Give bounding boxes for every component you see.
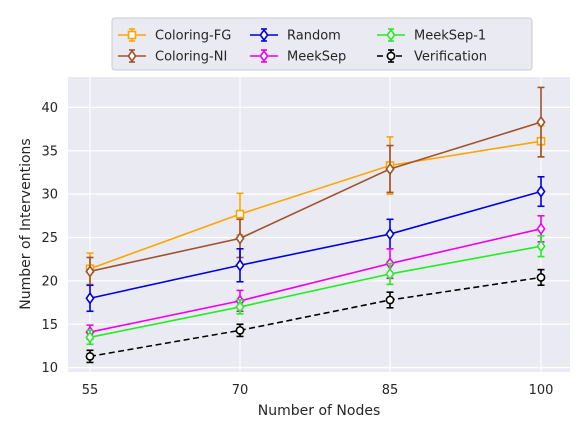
legend-label: Random — [287, 29, 341, 44]
legend-entry: MeekSep — [250, 49, 346, 65]
data-point — [235, 300, 245, 314]
series-line — [89, 245, 542, 339]
tick-labels: 55 70 85 100 10 15 20 25 30 35 40 — [41, 101, 553, 398]
legend-label: Coloring-FG — [155, 29, 231, 44]
series-4 — [85, 234, 546, 346]
series-1 — [85, 86, 546, 287]
data-point — [385, 162, 395, 176]
y-tick-label: 20 — [41, 274, 58, 289]
x-axis-label: Number of Nodes — [258, 403, 380, 419]
data-point — [536, 222, 546, 236]
legend-entry: Verification — [377, 49, 487, 65]
x-tick-label: 85 — [382, 383, 399, 398]
x-tick-label: 55 — [82, 383, 99, 398]
data-point — [536, 115, 546, 129]
legend-marker — [259, 28, 269, 42]
legend-marker — [386, 51, 396, 61]
legend-label: Verification — [414, 50, 487, 65]
series-line — [89, 276, 542, 358]
series-line — [89, 121, 542, 273]
data-point — [235, 258, 245, 272]
data-point — [85, 291, 95, 305]
legend-box — [111, 17, 533, 71]
legend-entry: Coloring-NI — [118, 49, 227, 65]
data-point — [85, 330, 95, 344]
data-point — [385, 227, 395, 241]
legend-entry: Random — [250, 28, 341, 44]
legend-label: Coloring-NI — [155, 50, 227, 65]
data-point — [536, 239, 546, 253]
y-tick-label: 40 — [41, 101, 58, 116]
legend-entry: Coloring-FG — [118, 28, 231, 44]
data-point — [536, 273, 546, 282]
legend: Coloring-FG Coloring-NI Random MeekSep MeekS… — [111, 17, 533, 71]
series-2 — [85, 175, 546, 313]
data-point — [235, 209, 245, 219]
data-point — [85, 351, 95, 361]
data-point — [536, 185, 546, 198]
data-point — [235, 325, 245, 335]
data-point — [385, 267, 395, 281]
series-line — [89, 140, 542, 270]
data-point — [235, 232, 245, 245]
data-point — [85, 264, 95, 278]
data-point — [385, 295, 395, 305]
legend-label: MeekSep-1 — [414, 29, 486, 44]
y-tick-label: 25 — [41, 231, 58, 246]
x-tick-label: 100 — [529, 383, 554, 398]
y-axis-label: Number of Interventions — [18, 138, 34, 309]
legend-marker — [259, 49, 269, 63]
series-layer — [85, 86, 546, 364]
legend-label: MeekSep — [287, 50, 346, 65]
legend-marker — [127, 30, 137, 40]
y-tick-label: 10 — [41, 361, 58, 376]
series-line — [89, 190, 542, 300]
x-tick-label: 70 — [232, 383, 249, 398]
series-line — [89, 228, 542, 333]
plot-area — [68, 77, 570, 372]
legend-entry: MeekSep-1 — [377, 28, 486, 44]
y-tick-label: 35 — [41, 144, 58, 159]
legend-marker — [127, 49, 137, 63]
legend-marker — [386, 28, 396, 42]
y-tick-label: 30 — [41, 188, 58, 203]
y-tick-label: 15 — [41, 318, 58, 333]
series-5 — [85, 268, 546, 364]
